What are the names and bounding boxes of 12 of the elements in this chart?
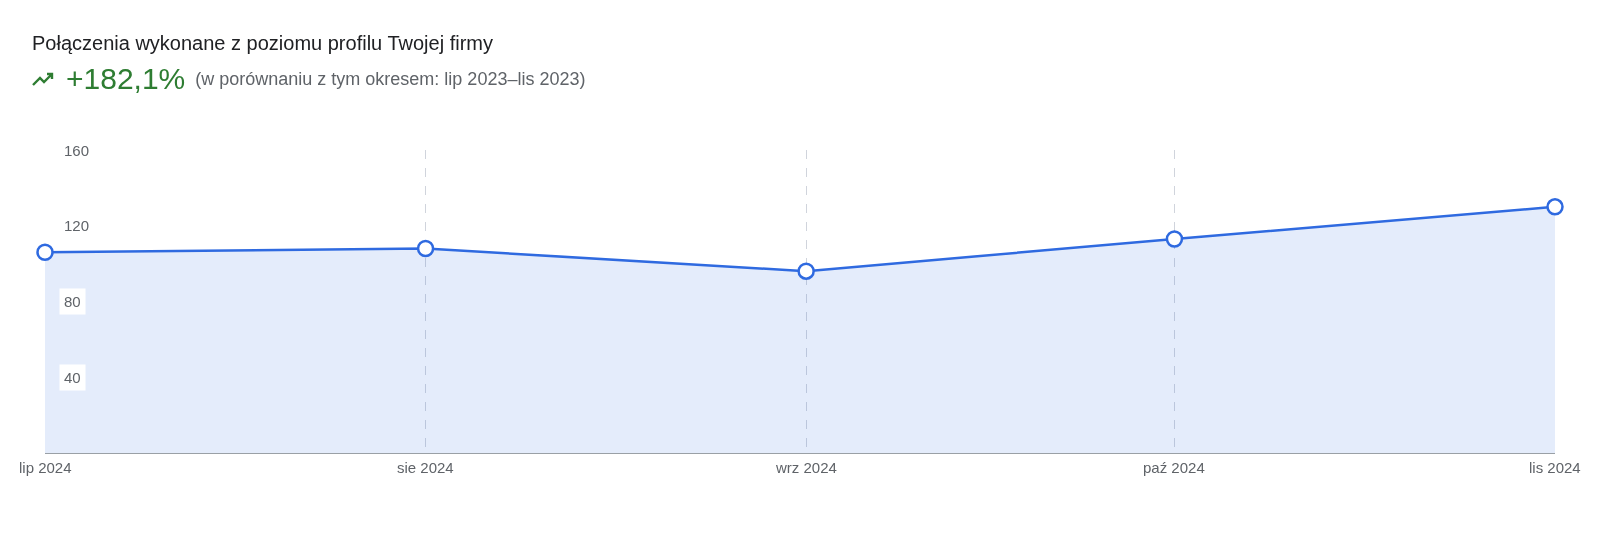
x-tick-label: sie 2024 (397, 459, 454, 476)
x-tick-label: lip 2024 (19, 459, 72, 476)
y-tick-label: 160 (64, 142, 90, 159)
y-tick-label: 120 (64, 217, 90, 234)
y-tick-label: 40 (64, 369, 81, 386)
x-tick-label: paź 2024 (1143, 459, 1205, 476)
x-tick-label: lis 2024 (1529, 459, 1581, 476)
text: +182,1% (66, 62, 186, 96)
text: (w porównaniu z tym okresem: lip 2023–lis 2023) (195, 68, 586, 90)
chart-title: Połączenia wykonane z poziomu profilu Twojej firmy (32, 32, 493, 55)
x-tick-label: wrz 2024 (775, 459, 837, 476)
y-tick-label: 80 (64, 293, 81, 310)
